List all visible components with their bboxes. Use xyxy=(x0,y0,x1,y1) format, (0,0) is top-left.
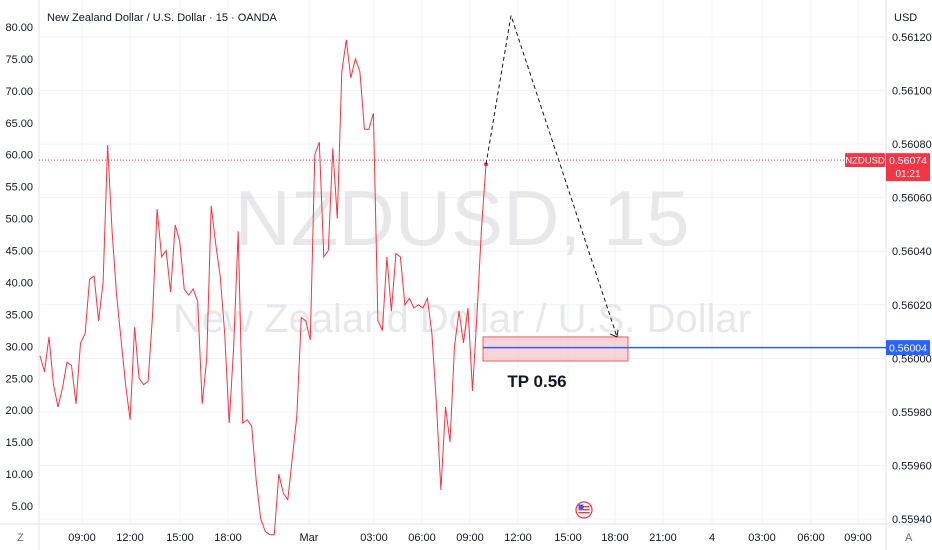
chart-title[interactable]: New Zealand Dollar / U.S. Dollar · 15 · … xyxy=(47,12,278,24)
target-price-badge-value: 0.56004 xyxy=(889,343,927,355)
price-tick-label: 0.55960 xyxy=(892,460,932,472)
price-badge xyxy=(886,153,930,182)
price-tick-label: 0.56120 xyxy=(892,32,932,44)
time-tick-label: 09:00 xyxy=(844,532,872,544)
us-flag-event-icon[interactable] xyxy=(575,501,593,519)
left-tick-label: 80.00 xyxy=(5,22,33,34)
symbol-badge-text: NZDUSD xyxy=(845,156,885,167)
left-tick-label: 65.00 xyxy=(5,118,33,130)
price-series-line xyxy=(39,39,487,536)
time-tick-label: Mar xyxy=(300,532,319,544)
time-tick-label: 06:00 xyxy=(408,532,436,544)
time-tick-label: 09:00 xyxy=(456,532,484,544)
symbol-badge xyxy=(845,153,885,168)
time-tick-label: 18:00 xyxy=(214,532,242,544)
last-price-badge: NZDUSD 0.56074 01:21 xyxy=(845,153,930,182)
price-tick-label: 0.56060 xyxy=(892,193,932,205)
price-tick-label: 0.55940 xyxy=(892,514,932,526)
countdown-timer: 01:21 xyxy=(895,169,920,180)
time-tick-label: 03:00 xyxy=(748,532,776,544)
time-tick-label: 09:00 xyxy=(68,532,96,544)
target-zone-box[interactable] xyxy=(482,336,629,362)
left-tick-label: 55.00 xyxy=(5,182,33,194)
watermark-symbol: NZDUSD, 15 xyxy=(234,174,689,262)
left-tick-label: 70.00 xyxy=(5,86,33,98)
left-axis: 80.00 75.00 70.00 65.00 60.00 55.00 50.00 45.00… xyxy=(5,22,33,513)
target-price-badge xyxy=(886,340,930,356)
left-tick-label: 40.00 xyxy=(5,277,33,289)
projection-arrowhead xyxy=(609,329,619,338)
target-label[interactable]: TP 0.56 xyxy=(507,372,566,391)
left-tick-label: 25.00 xyxy=(5,373,33,385)
price-tick-label: 0.56080 xyxy=(892,139,932,151)
time-tick-label: 15:00 xyxy=(554,532,582,544)
time-tick-label: 21:00 xyxy=(649,532,677,544)
time-tick-label: 18:00 xyxy=(601,532,629,544)
left-tick-label: 50.00 xyxy=(5,214,33,226)
price-badge-value: 0.56074 xyxy=(889,155,927,167)
auto-scale-button[interactable]: A xyxy=(905,532,913,544)
time-tick-label: 03:00 xyxy=(360,532,388,544)
left-tick-label: 15.00 xyxy=(5,437,33,449)
left-tick-label: 75.00 xyxy=(5,54,33,66)
time-tick-label: 4 xyxy=(709,532,715,544)
left-tick-label: 60.00 xyxy=(5,150,33,162)
left-tick-label: 45.00 xyxy=(5,246,33,258)
price-tick-label: 0.55980 xyxy=(892,407,932,419)
time-tick-label: 06:00 xyxy=(797,532,825,544)
time-tick-label: 12:00 xyxy=(116,532,144,544)
price-tick-label: 0.56020 xyxy=(892,300,932,312)
time-tick-label: 12:00 xyxy=(504,532,532,544)
currency-label[interactable]: USD xyxy=(894,12,917,24)
left-tick-label: 20.00 xyxy=(5,405,33,417)
time-tick-label: 15:00 xyxy=(166,532,194,544)
projection-line[interactable] xyxy=(485,15,618,338)
left-tick-label: 5.00 xyxy=(12,501,33,513)
time-axis[interactable]: 09:00 12:00 15:00 18:00 Mar 03:00 06:00 09:00 12… xyxy=(68,532,872,544)
left-tick-label: 35.00 xyxy=(5,309,33,321)
price-tick-label: 0.56040 xyxy=(892,246,932,258)
left-tick-label: 10.00 xyxy=(5,469,33,481)
price-tick-label: 0.56000 xyxy=(892,353,932,365)
price-axis[interactable]: 0.56120 0.56100 0.56080 0.56060 0.56040 0.560… xyxy=(892,32,932,526)
left-tick-label: 30.00 xyxy=(5,341,33,353)
grid xyxy=(39,0,886,524)
price-tick-label: 0.56100 xyxy=(892,86,932,98)
corner-left-label[interactable]: Z xyxy=(17,532,24,544)
